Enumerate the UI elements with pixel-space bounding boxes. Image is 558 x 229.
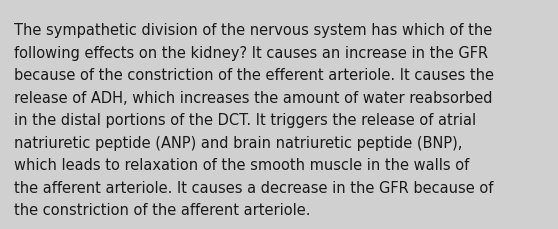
Text: the constriction of the afferent arteriole.: the constriction of the afferent arterio…: [14, 202, 310, 217]
Text: release of ADH, which increases the amount of water reabsorbed: release of ADH, which increases the amou…: [14, 90, 493, 105]
Text: in the distal portions of the DCT. It triggers the release of atrial: in the distal portions of the DCT. It tr…: [14, 113, 476, 128]
Text: natriuretic peptide (ANP) and brain natriuretic peptide (BNP),: natriuretic peptide (ANP) and brain natr…: [14, 135, 463, 150]
Text: following effects on the kidney? It causes an increase in the GFR: following effects on the kidney? It caus…: [14, 45, 488, 60]
Text: the afferent arteriole. It causes a decrease in the GFR because of: the afferent arteriole. It causes a decr…: [14, 180, 493, 195]
Text: which leads to relaxation of the smooth muscle in the walls of: which leads to relaxation of the smooth …: [14, 158, 469, 172]
Text: The sympathetic division of the nervous system has which of the: The sympathetic division of the nervous …: [14, 23, 492, 38]
Text: because of the constriction of the efferent arteriole. It causes the: because of the constriction of the effer…: [14, 68, 494, 83]
